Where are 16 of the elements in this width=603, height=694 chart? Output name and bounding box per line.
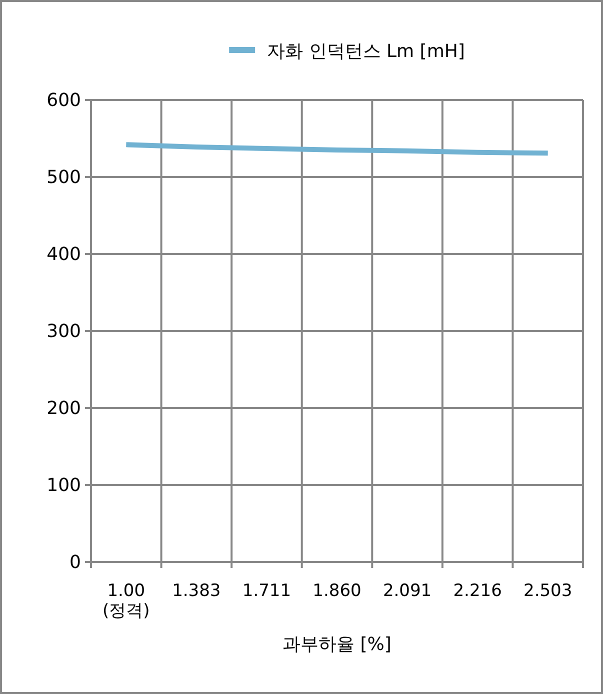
y-tick-label: 300 <box>46 321 81 342</box>
y-tick-label: 100 <box>46 475 81 496</box>
x-tick-label: 2.216 <box>453 581 502 601</box>
y-tick-label: 200 <box>46 398 81 419</box>
y-tick-label: 600 <box>46 90 81 111</box>
x-tick-label: 2.503 <box>524 581 572 601</box>
x-tick-label: 1.711 <box>242 581 292 601</box>
x-tick-label: 1.860 <box>312 581 362 601</box>
x-tick-label: 2.091 <box>382 581 432 601</box>
x-tick-label: 1.00 (정격) <box>102 581 150 621</box>
y-tick-label: 400 <box>46 244 81 265</box>
x-tick-label: 1.383 <box>172 581 221 601</box>
y-tick-label: 500 <box>46 167 81 188</box>
y-tick-label: 0 <box>70 552 81 573</box>
legend-label: 자화 인덕턴스 Lm [mH] <box>267 41 465 62</box>
x-axis-title: 과부하율 [%] <box>282 634 392 655</box>
